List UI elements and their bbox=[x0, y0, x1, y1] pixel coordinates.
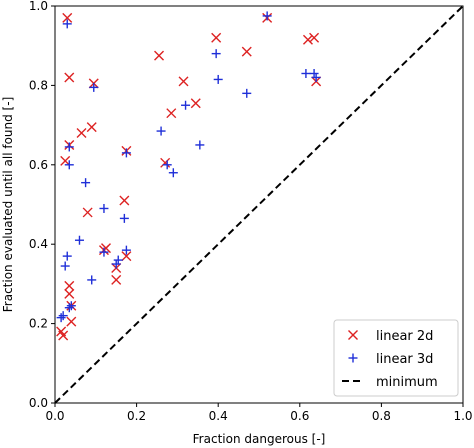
data-point-linear-3d-25 bbox=[211, 49, 221, 59]
data-point-linear-3d-1 bbox=[89, 82, 99, 92]
data-point-linear-2d-15 bbox=[64, 280, 75, 291]
legend-label: linear 3d bbox=[376, 352, 433, 367]
data-point-linear-2d-0 bbox=[62, 12, 73, 23]
x-tick-label: 1.0 bbox=[453, 409, 472, 423]
data-point-linear-3d-4 bbox=[121, 148, 131, 158]
plot-area-frame bbox=[54, 5, 464, 404]
legend-entry-linear-2d: linear 2d bbox=[348, 329, 433, 344]
data-point-linear-2d-4 bbox=[76, 128, 87, 139]
legend-label: linear 2d bbox=[376, 329, 433, 344]
data-point-linear-3d-18 bbox=[56, 313, 66, 323]
y-tick-label: 0.8 bbox=[29, 78, 48, 92]
data-point-linear-2d-14 bbox=[111, 274, 122, 285]
data-point-linear-2d-24 bbox=[190, 98, 201, 109]
y-tick-label: 1.0 bbox=[29, 0, 48, 13]
data-point-linear-2d-3 bbox=[86, 122, 97, 133]
y-axis-label: Fraction evaluated until all found [-] bbox=[1, 97, 15, 313]
data-point-linear-3d-14 bbox=[111, 259, 121, 269]
data-point-linear-2d-21 bbox=[154, 50, 165, 61]
data-point-linear-3d-8 bbox=[74, 235, 84, 245]
y-tick-label: 0.0 bbox=[29, 396, 48, 410]
data-point-linear-3d-23 bbox=[181, 100, 191, 110]
data-point-linear-3d-6 bbox=[119, 213, 129, 223]
data-point-linear-2d-11 bbox=[101, 243, 111, 254]
data-point-linear-3d-28 bbox=[262, 11, 272, 21]
x-tick-label: 0.4 bbox=[209, 409, 228, 423]
data-point-linear-3d-16 bbox=[66, 301, 76, 311]
data-point-linear-3d-10 bbox=[60, 261, 70, 271]
data-point-linear-3d-15 bbox=[87, 275, 97, 285]
data-point-linear-2d-27 bbox=[241, 46, 252, 57]
reference-line-layer bbox=[54, 5, 464, 404]
legend-entry-minimum: minimum bbox=[342, 375, 438, 390]
x-axis-label: Fraction dangerous [-] bbox=[193, 432, 326, 446]
data-point-linear-2d-1 bbox=[64, 72, 75, 83]
data-point-linear-2d-5 bbox=[60, 155, 71, 166]
data-point-linear-2d-30 bbox=[309, 32, 320, 43]
axis-ticks: 0.0 0.2 0.4 0.6 0.8 1.0 0.0 0.2 0.4 0.6 0.8 1.0 bbox=[29, 0, 473, 423]
data-point-linear-3d-24 bbox=[195, 140, 205, 150]
legend-entry-linear-3d: linear 3d bbox=[348, 352, 433, 367]
data-point-linear-3d-29 bbox=[301, 68, 311, 78]
data-point-linear-2d-25 bbox=[160, 157, 171, 168]
legend-items: linear 2d linear 3d minimum bbox=[342, 329, 438, 390]
data-point-linear-2d-8 bbox=[82, 207, 93, 218]
data-point-linear-3d-13 bbox=[113, 255, 123, 265]
legend-label: minimum bbox=[376, 375, 438, 390]
data-point-linear-3d-7 bbox=[99, 203, 109, 213]
data-point-linear-3d-2 bbox=[64, 142, 74, 152]
data-point-linear-3d-20 bbox=[156, 126, 166, 136]
x-tick-label: 0.6 bbox=[290, 409, 309, 423]
data-point-linear-3d-0 bbox=[62, 19, 72, 29]
data-point-linear-2d-12 bbox=[121, 251, 132, 262]
legend: linear 2d linear 3d minimum bbox=[333, 319, 459, 397]
series-layer bbox=[56, 11, 322, 341]
data-point-linear-2d-26 bbox=[211, 32, 222, 43]
data-point-linear-3d-12 bbox=[121, 245, 131, 255]
x-tick-label: 0.0 bbox=[45, 409, 64, 423]
data-point-linear-2d-23 bbox=[166, 108, 177, 119]
y-tick-label: 0.2 bbox=[29, 317, 48, 331]
y-tick-label: 0.4 bbox=[29, 237, 48, 251]
data-point-linear-3d-11 bbox=[99, 247, 109, 257]
data-point-linear-2d-9 bbox=[119, 195, 130, 206]
data-point-linear-3d-30 bbox=[309, 68, 319, 78]
y-tick-label: 0.6 bbox=[29, 158, 48, 172]
data-point-linear-3d-31 bbox=[311, 72, 321, 82]
series-linear-3d bbox=[56, 11, 321, 323]
data-point-linear-3d-27 bbox=[242, 88, 252, 98]
data-point-linear-2d-22 bbox=[178, 76, 189, 87]
data-point-linear-3d-26 bbox=[213, 74, 223, 84]
data-point-linear-2d-29 bbox=[302, 34, 313, 45]
legend-swatch-marker bbox=[348, 353, 358, 363]
data-point-linear-3d-9 bbox=[62, 251, 72, 261]
data-point-linear-3d-22 bbox=[168, 168, 178, 178]
data-point-linear-3d-3 bbox=[64, 160, 74, 170]
data-point-linear-3d-5 bbox=[81, 178, 91, 188]
x-tick-label: 0.2 bbox=[127, 409, 146, 423]
data-point-linear-3d-17 bbox=[64, 303, 74, 313]
data-point-linear-3d-21 bbox=[162, 160, 172, 170]
minimum-reference-line bbox=[54, 5, 464, 404]
series-linear-2d bbox=[56, 12, 322, 341]
data-point-linear-2d-18 bbox=[66, 316, 77, 327]
data-point-linear-2d-20 bbox=[58, 330, 69, 341]
data-point-linear-3d-19 bbox=[58, 311, 68, 321]
legend-box bbox=[333, 319, 459, 397]
legend-swatch-marker bbox=[348, 330, 358, 340]
data-point-linear-2d-16 bbox=[64, 288, 75, 299]
x-tick-label: 0.8 bbox=[372, 409, 391, 423]
